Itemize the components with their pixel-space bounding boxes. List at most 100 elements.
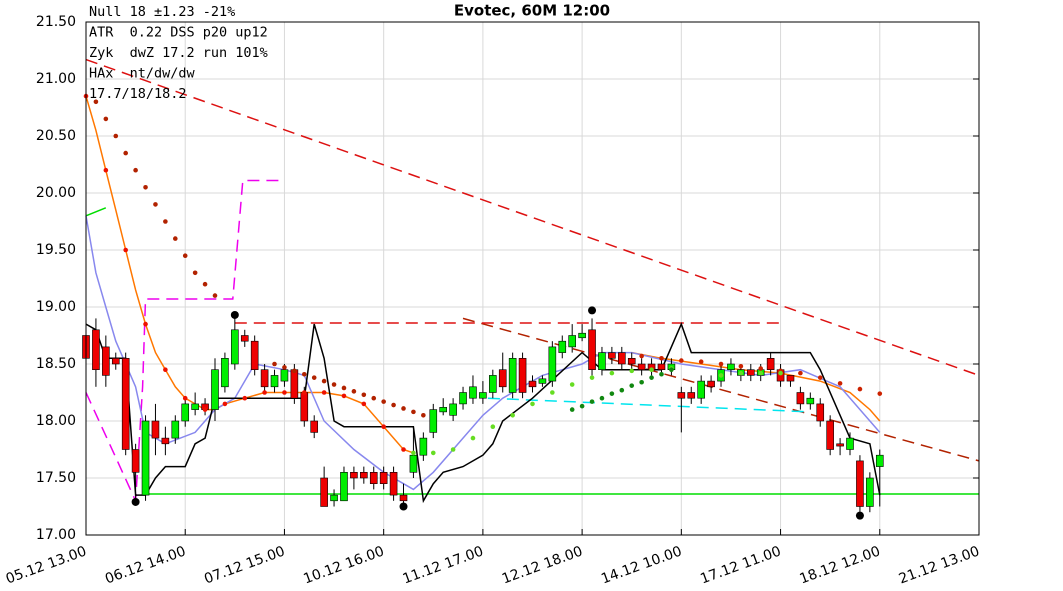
indicator-dot [222, 401, 228, 407]
candle-body [826, 420, 834, 450]
candle-body [846, 437, 854, 450]
candle-body [657, 363, 666, 370]
indicator-dot [569, 407, 575, 412]
indicator-dot [282, 390, 287, 395]
indicator-dot [798, 370, 803, 376]
candle-body [528, 380, 537, 388]
candle-body [796, 392, 805, 405]
indicator-dot [450, 447, 456, 452]
indicator-line [85, 58, 980, 377]
candle-body [270, 375, 279, 388]
candle-body [290, 369, 299, 399]
indicator-dot [103, 116, 109, 122]
indicator-dot [589, 399, 595, 404]
candle-body [816, 403, 825, 422]
indicator-dot [361, 392, 367, 398]
candle-body [866, 477, 874, 507]
indicator-dot [490, 424, 496, 430]
indicator-dot [430, 450, 436, 456]
candle-body [92, 329, 100, 370]
indicator-dot [401, 447, 406, 452]
candle-body [746, 369, 755, 376]
indicator-dot [163, 219, 168, 224]
indicator-dot [331, 382, 337, 387]
indicator-dot [143, 185, 148, 190]
candle-body [399, 494, 408, 502]
y-tick-label: 20.50 [36, 128, 76, 144]
indicator-dot [579, 403, 585, 409]
candle-body [548, 346, 557, 382]
indicator-dot [837, 381, 843, 386]
x-tick-label: 06.12 14.00 [103, 543, 188, 587]
candle-body [320, 477, 328, 507]
candle-body [310, 420, 319, 433]
candle-body [330, 494, 338, 502]
candle-body [836, 443, 844, 447]
candle-body [687, 392, 696, 399]
indicator-dot [758, 366, 764, 371]
candle-body [211, 369, 219, 410]
candle-body [171, 420, 180, 439]
indicator-dot [93, 99, 99, 105]
indicator-dot [282, 365, 287, 370]
indicator-dot [133, 167, 138, 173]
indicator-dot [649, 367, 654, 373]
candle-body [102, 346, 110, 376]
y-tick-label: 21.50 [36, 14, 76, 30]
candle-body [727, 363, 735, 370]
indicator-dot [758, 370, 764, 376]
indicator-dot [857, 386, 863, 392]
indicator-dot [470, 435, 476, 441]
indicator-dot [738, 363, 744, 369]
indicator-dot [599, 395, 605, 401]
indicator-dot [530, 401, 535, 407]
candle-body [578, 332, 586, 339]
pivot-marker [588, 306, 597, 315]
indicator-dot [371, 395, 377, 401]
candle-body [191, 403, 199, 410]
candle-body [141, 420, 150, 496]
indicator-dot [639, 353, 644, 359]
candle-body [121, 357, 130, 450]
indicator-dot [609, 370, 615, 376]
indicator-dot [877, 391, 883, 396]
candle-body [766, 357, 775, 370]
indicator-dot [817, 375, 823, 380]
indicator-dot [361, 401, 367, 407]
pivot-marker [855, 511, 864, 520]
x-tick-label: 10.12 16.00 [301, 543, 386, 587]
y-tick-label: 17.00 [36, 527, 76, 543]
candle-body [538, 378, 547, 384]
plot-frame [85, 21, 980, 536]
indicator-dot [292, 368, 297, 374]
candles [82, 318, 884, 513]
indicator-dot [341, 385, 347, 391]
indicator-dot [321, 390, 327, 395]
candle-body [231, 329, 239, 365]
candle-body [677, 392, 686, 399]
candle-body [280, 369, 289, 382]
annotation: Zyk dwZ 17.2 run 101% [89, 45, 268, 61]
indicator-dot [669, 367, 674, 373]
indicator-dot [401, 406, 406, 411]
indicator-dot [163, 367, 168, 373]
annotation: 17.7/18/18.2 [89, 86, 187, 102]
candle-body [498, 369, 507, 388]
y-tick-label: 19.50 [36, 242, 76, 258]
indicator-dot [778, 370, 783, 376]
indicator-dot [411, 450, 416, 456]
candle-body [637, 363, 646, 370]
indicator-dot [321, 378, 327, 384]
candle-body [489, 375, 497, 393]
candle-body [479, 392, 487, 399]
indicator-dot [619, 387, 625, 393]
indicator-dot [510, 413, 515, 418]
indicator-dot [123, 150, 128, 156]
indicator-dot [123, 247, 128, 253]
indicator-dot [242, 395, 248, 401]
x-tick-label: 18.12 12.00 [798, 543, 883, 587]
candle-body [221, 357, 229, 388]
chart-title: Evotec, 60M 12:00 [454, 2, 610, 20]
indicator-dot [182, 253, 188, 258]
y-tick-label: 17.50 [36, 470, 76, 486]
